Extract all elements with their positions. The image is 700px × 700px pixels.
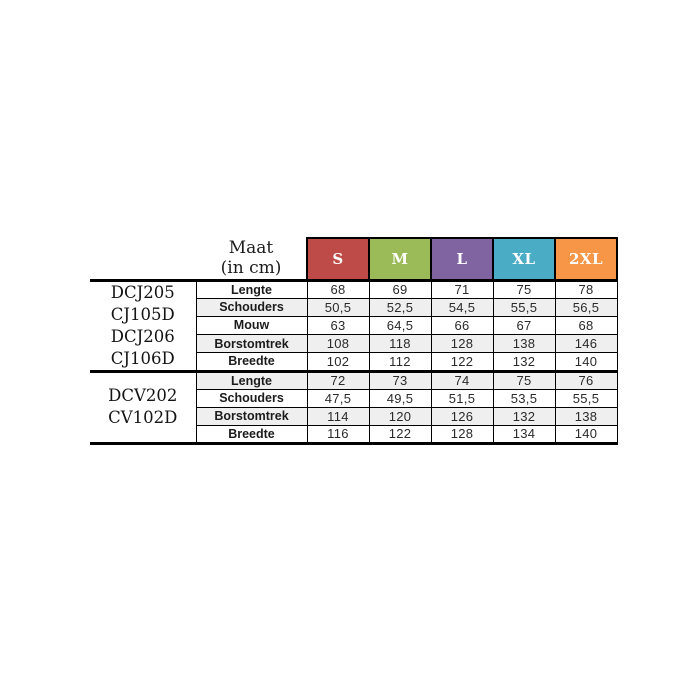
size-header-xl: XL xyxy=(492,237,556,281)
size-value-cell: 47,5 xyxy=(306,388,370,408)
size-value-cell: 76 xyxy=(554,369,618,390)
size-value-cell: 51,5 xyxy=(430,388,494,408)
unit-subtitle: (in cm) xyxy=(220,258,282,279)
size-value-cell: 138 xyxy=(492,334,556,354)
size-value-cell: 138 xyxy=(554,406,618,426)
size-value-cell: 134 xyxy=(492,424,556,445)
measurement-label-cell: Borstomtrek xyxy=(195,334,308,354)
measurement-row: Schouders 50,5 52,5 54,5 55,5 56,5 xyxy=(90,297,618,317)
size-value-cell: 126 xyxy=(430,406,494,426)
size-value-cell: 75 xyxy=(492,278,556,299)
product-codes-cell: DCV202 CV102D xyxy=(90,369,196,445)
size-value-cell: 68 xyxy=(306,278,370,299)
size-value-cell: 64,5 xyxy=(368,315,432,336)
size-value-cell: 74 xyxy=(430,369,494,390)
size-value-cell: 120 xyxy=(368,406,432,426)
size-value-cell: 67 xyxy=(492,315,556,336)
size-value-cell: 49,5 xyxy=(368,388,432,408)
size-header-s: S xyxy=(306,237,370,281)
size-value-cell: 140 xyxy=(554,352,618,373)
size-value-cell: 122 xyxy=(368,424,432,445)
size-value-cell: 114 xyxy=(306,406,370,426)
size-value-cell: 112 xyxy=(368,352,432,373)
size-value-cell: 146 xyxy=(554,334,618,354)
measurement-row: DCJ205 CJ105D DCJ206 CJ106D Lengte 68 69 71 75 78 xyxy=(90,278,618,373)
size-header-2xl: 2XL xyxy=(554,237,618,281)
size-header-m: M xyxy=(368,237,432,281)
product-code: CJ105D xyxy=(110,304,175,324)
header-spacer-cell xyxy=(90,238,196,280)
size-value-cell: 128 xyxy=(430,424,494,445)
product-codes-cell: DCJ205 CJ105D DCJ206 CJ106D xyxy=(90,278,196,373)
product-code: DCJ206 xyxy=(110,326,175,346)
measurement-label-cell: Mouw xyxy=(195,315,308,336)
size-value-cell: 54,5 xyxy=(430,297,494,317)
size-value-cell: 52,5 xyxy=(368,297,432,317)
measurement-label-cell: Breedte xyxy=(195,424,308,445)
measurement-label-cell: Borstomtrek xyxy=(195,406,308,426)
size-header-l: L xyxy=(430,237,494,281)
measurement-row: Schouders 47,5 49,5 51,5 53,5 55,5 xyxy=(90,388,618,408)
product-code: CJ106D xyxy=(110,348,175,368)
measurement-label-cell: Lengte xyxy=(195,278,308,299)
size-value-cell: 55,5 xyxy=(554,388,618,408)
size-value-cell: 71 xyxy=(430,278,494,299)
size-chart-table: Maat (in cm) S M L XL 2XL DCJ205 CJ105D DCJ206… xyxy=(90,237,618,445)
measurement-row: Borstomtrek 108 118 128 138 146 xyxy=(90,334,618,354)
size-value-cell: 56,5 xyxy=(554,297,618,317)
measurement-label-cell: Lengte xyxy=(195,369,308,390)
size-value-cell: 122 xyxy=(430,352,494,373)
size-value-cell: 72 xyxy=(306,369,370,390)
product-code: DCJ205 xyxy=(110,282,175,302)
size-value-cell: 118 xyxy=(368,334,432,354)
size-value-cell: 140 xyxy=(554,424,618,445)
header-row: Maat (in cm) S M L XL 2XL xyxy=(90,237,618,281)
measurement-row: DCV202 CV102D Lengte 72 73 74 75 76 xyxy=(90,369,618,445)
measurement-row: Mouw 63 64,5 66 67 68 xyxy=(90,315,618,336)
size-value-cell: 108 xyxy=(306,334,370,354)
size-value-cell: 68 xyxy=(554,315,618,336)
size-value-cell: 53,5 xyxy=(492,388,556,408)
measurement-label-cell: Schouders xyxy=(195,297,308,317)
size-value-cell: 116 xyxy=(306,424,370,445)
measurement-row: Breedte 102 112 122 132 140 xyxy=(90,352,618,373)
size-value-cell: 73 xyxy=(368,369,432,390)
measurement-row: Breedte 116 122 128 134 140 xyxy=(90,424,618,445)
measurement-label-cell: Schouders xyxy=(195,388,308,408)
size-value-cell: 55,5 xyxy=(492,297,556,317)
size-value-cell: 63 xyxy=(306,315,370,336)
size-value-cell: 50,5 xyxy=(306,297,370,317)
size-value-cell: 69 xyxy=(368,278,432,299)
measurement-label-cell: Breedte xyxy=(195,352,308,373)
product-code: DCV202 xyxy=(108,386,178,405)
size-value-cell: 132 xyxy=(492,406,556,426)
size-value-cell: 78 xyxy=(554,278,618,299)
maat-title: Maat xyxy=(228,238,274,259)
product-code: CV102D xyxy=(108,408,178,427)
size-value-cell: 102 xyxy=(306,352,370,373)
size-value-cell: 75 xyxy=(492,369,556,390)
size-value-cell: 132 xyxy=(492,352,556,373)
measure-unit-header-cell: Maat (in cm) xyxy=(196,238,307,280)
measurement-row: Borstomtrek 114 120 126 132 138 xyxy=(90,406,618,426)
size-value-cell: 128 xyxy=(430,334,494,354)
size-value-cell: 66 xyxy=(430,315,494,336)
